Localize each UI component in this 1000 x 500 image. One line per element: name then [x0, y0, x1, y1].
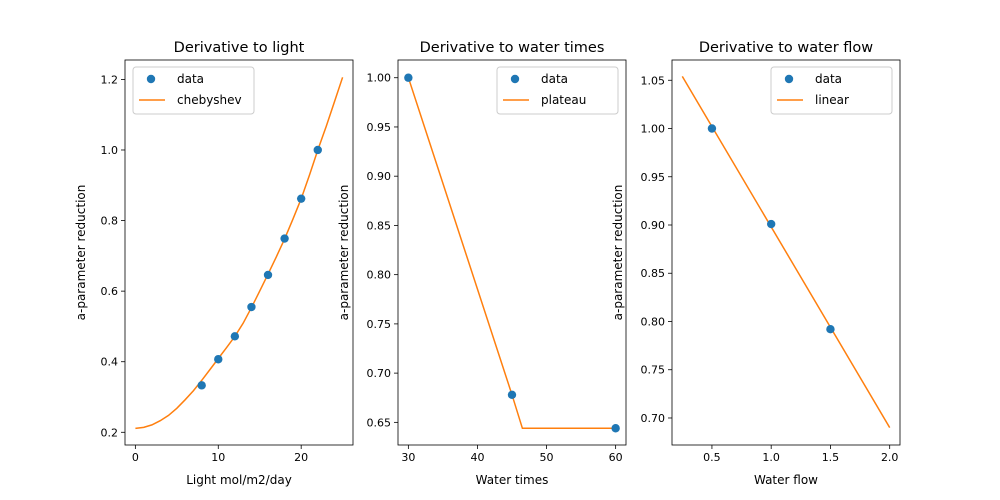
x-tick-label: 30	[401, 451, 415, 464]
y-tick-label: 0.75	[367, 318, 392, 331]
subplot-title: Derivative to water times	[420, 40, 605, 56]
y-tick-label: 0.80	[641, 315, 666, 328]
y-axis-label: a-parameter reduction	[74, 185, 88, 321]
y-tick-label: 0.90	[641, 219, 666, 232]
series-line-chebyshev	[135, 77, 344, 430]
subplot-title: Derivative to light	[174, 40, 305, 56]
series-line-plateau	[407, 77, 616, 430]
legend-label-data: data	[815, 72, 842, 86]
legend-box	[496, 66, 619, 115]
subplot-title: Derivative to water flow	[699, 40, 873, 56]
axes-frame	[124, 59, 354, 446]
x-tick-label: 0	[132, 451, 139, 464]
axes-frame	[397, 59, 627, 446]
data-point	[214, 355, 223, 364]
data-point	[313, 145, 322, 155]
axes-frame	[671, 59, 901, 446]
y-tick-label: 0.90	[367, 170, 392, 183]
data-point	[296, 194, 306, 203]
legend: data plateau	[496, 66, 619, 115]
x-tick-label: 10	[211, 451, 225, 464]
data-point	[247, 302, 256, 312]
data-point	[507, 390, 517, 399]
subplot-2: Derivative to water times 30 40 50 60 0.65 0.7…	[337, 40, 627, 487]
x-axis-label: Water times	[476, 473, 549, 487]
x-tick-label: 40	[470, 451, 484, 464]
y-tick-label: 1.05	[641, 74, 666, 87]
y-axis-label: a-parameter reduction	[337, 185, 351, 321]
y-tick-label: 0.95	[641, 171, 666, 184]
y-tick-label: 0.80	[367, 269, 392, 282]
subplot-3: Derivative to water flow 0.5 1.0 1.5 2.0 0.70…	[611, 40, 901, 487]
y-tick-label: 0.85	[641, 267, 666, 280]
x-tick-label: 1.0	[762, 451, 780, 464]
legend-marker-data	[146, 74, 156, 84]
subplot-1: Derivative to light 0 10 20 0.2 0.4 0.6 0.8 1.0 1…	[74, 40, 354, 487]
y-tick-label: 0.8	[101, 215, 119, 228]
y-tick-label: 1.2	[101, 73, 119, 86]
y-axis-label: a-parameter reduction	[611, 185, 625, 321]
legend: data linear	[770, 66, 893, 115]
y-tick-label: 0.6	[101, 285, 119, 298]
x-tick-label: 0.5	[703, 451, 721, 464]
y-tick-label: 0.85	[367, 219, 392, 232]
legend-marker-data	[510, 74, 520, 84]
y-tick-label: 0.70	[367, 367, 392, 380]
legend-label-data: data	[177, 72, 204, 86]
y-tick-label: 1.00	[641, 123, 666, 136]
legend-marker-data	[784, 74, 794, 84]
legend-label-fit: plateau	[541, 93, 586, 107]
x-tick-label: 50	[540, 451, 554, 464]
data-point	[263, 270, 273, 280]
x-axis-label: Water flow	[754, 473, 818, 487]
series-line-linear	[681, 76, 891, 428]
legend-label-fit: chebyshev	[177, 93, 242, 107]
legend-label-data: data	[541, 72, 568, 86]
legend-box	[770, 66, 893, 115]
legend-label-fit: linear	[815, 93, 849, 107]
data-point	[766, 219, 776, 229]
y-tick-label: 0.95	[367, 121, 392, 134]
data-point	[707, 124, 717, 133]
data-point	[197, 381, 206, 390]
x-tick-label: 20	[294, 451, 308, 464]
x-tick-label: 1.5	[822, 451, 840, 464]
y-tick-label: 0.65	[367, 416, 392, 429]
x-tick-label: 2.0	[881, 451, 899, 464]
legend: data chebyshev	[132, 66, 255, 115]
y-tick-label: 0.70	[641, 412, 666, 425]
y-tick-label: 0.2	[101, 426, 119, 439]
y-tick-label: 0.4	[101, 356, 119, 369]
y-tick-label: 1.0	[101, 144, 119, 157]
x-axis-label: Light mol/m2/day	[186, 473, 292, 487]
data-point	[230, 332, 240, 341]
data-point	[280, 234, 289, 243]
y-tick-label: 0.75	[641, 364, 666, 377]
data-point	[404, 73, 413, 82]
x-tick-label: 60	[609, 451, 623, 464]
data-point	[826, 325, 835, 334]
y-tick-label: 1.00	[367, 72, 392, 85]
data-point	[611, 424, 620, 433]
legend-box	[132, 66, 255, 115]
